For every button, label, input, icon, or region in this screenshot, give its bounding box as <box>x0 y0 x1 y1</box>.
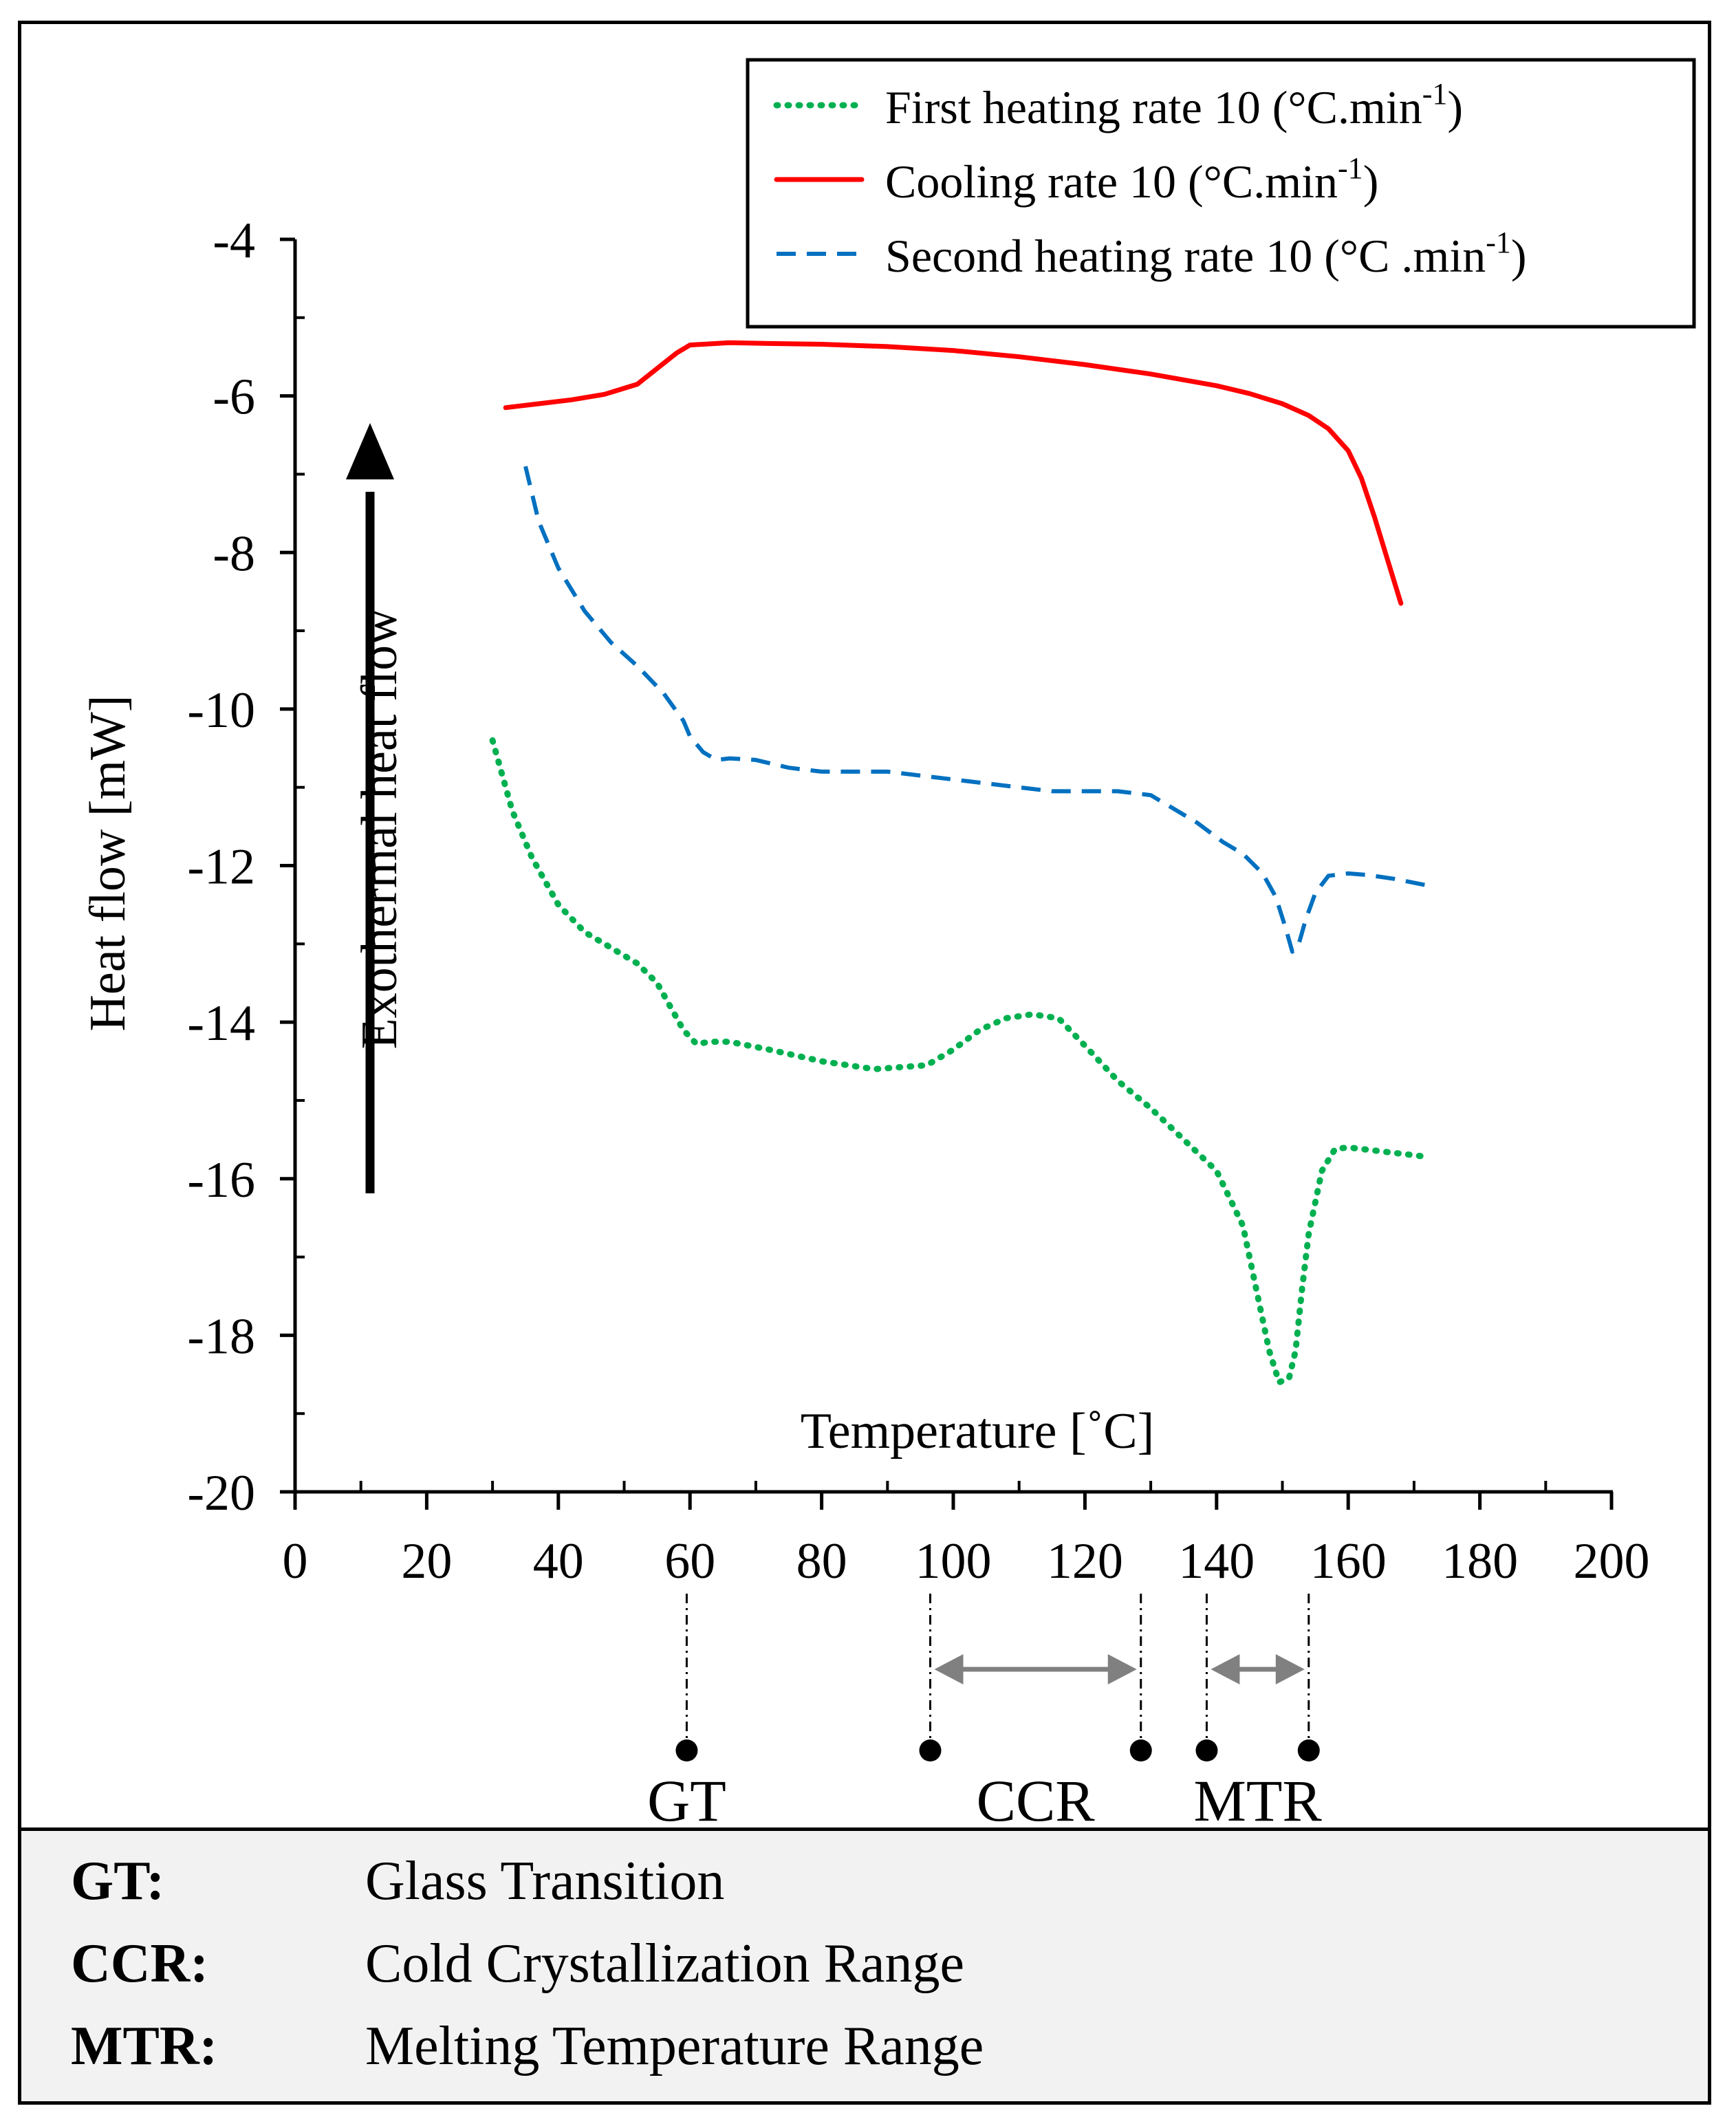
series-line-solid <box>503 340 1404 606</box>
exothermal-arrow-head <box>346 423 394 479</box>
y-tick-label: -20 <box>187 1465 255 1521</box>
x-tick-label: 160 <box>1310 1533 1387 1590</box>
range-arrow-head-left <box>1211 1654 1240 1684</box>
marker-dot <box>1297 1739 1320 1761</box>
x-tick-label: 0 <box>283 1533 308 1590</box>
legend: First heating rate 10 (°C.min-1) Cooling … <box>746 58 1696 329</box>
x-tick-label: 100 <box>915 1533 992 1590</box>
glossary-abbr: MTR: <box>71 2016 218 2076</box>
marker-dot <box>1195 1739 1218 1761</box>
x-tick-label: 40 <box>533 1533 584 1590</box>
legend-label: First heating rate 10 (°C.min-1) <box>885 77 1463 133</box>
axes <box>293 239 1613 1494</box>
y-tick-label: -12 <box>187 839 255 896</box>
x-ticks: 0 20 40 60 80 100 120 140 160 180 200 <box>283 1481 1650 1590</box>
glossary-abbr: CCR: <box>71 1933 208 1994</box>
series-line-dashed <box>523 466 1435 954</box>
x-tick-label: 60 <box>664 1533 715 1590</box>
x-tick-label: 200 <box>1574 1533 1650 1590</box>
dsc-chart: -4 -6 -8 -10 -12 -14 -16 -18 -20 0 20 40 60 80 100 120… <box>80 58 1696 1826</box>
y-axis-label: Heat flow [mW] <box>80 695 136 1031</box>
exothermal-arrow: Exothermal heat flow <box>346 423 408 1193</box>
y-tick-label: -8 <box>213 525 255 582</box>
x-tick-label: 120 <box>1047 1533 1123 1590</box>
y-ticks: -4 -6 -8 -10 -12 -14 -16 -18 -20 <box>187 213 305 1521</box>
x-axis-label: Temperature [˚C] <box>801 1403 1155 1460</box>
series <box>489 340 1435 1386</box>
x-tick-label: 80 <box>796 1533 847 1590</box>
y-tick-label: -16 <box>187 1152 255 1208</box>
figure-frame: -4 -6 -8 -10 -12 -14 -16 -18 -20 0 20 40 60 80 100 120… <box>18 21 1711 2105</box>
marker-dot <box>919 1739 942 1761</box>
glossary-definition: Cold Crystallization Range <box>365 1933 964 1994</box>
range-arrow-head-right <box>1107 1654 1137 1684</box>
y-tick-label: -10 <box>187 682 255 739</box>
marker-label: MTR <box>1193 1768 1322 1826</box>
range-markers: GT CCR MTR <box>647 1594 1322 1826</box>
y-tick-label: -14 <box>187 995 255 1052</box>
glossary-definition: Melting Temperature Range <box>365 2016 984 2076</box>
legend-label: Cooling rate 10 (°C.min-1) <box>885 151 1378 208</box>
exothermal-arrow-label: Exothermal heat flow <box>351 608 408 1050</box>
marker-dot <box>675 1739 698 1761</box>
y-tick-label: -6 <box>213 369 255 426</box>
y-tick-label: -4 <box>213 213 255 269</box>
glossary-definition: Glass Transition <box>365 1851 725 1911</box>
series-line-dotted <box>489 737 1431 1386</box>
marker-dot <box>1129 1739 1152 1761</box>
x-tick-label: 180 <box>1442 1533 1518 1590</box>
y-tick-label: -18 <box>187 1308 255 1365</box>
range-arrow-head-left <box>934 1654 964 1684</box>
legend-label: Second heating rate 10 (°C .min-1) <box>885 226 1527 282</box>
marker-label: CCR <box>977 1768 1096 1826</box>
x-tick-label: 140 <box>1178 1533 1255 1590</box>
x-tick-label: 20 <box>401 1533 452 1590</box>
glossary-panel: GT: Glass Transition CCR: Cold Crystalli… <box>21 1827 1708 2101</box>
glossary-abbr: GT: <box>71 1851 165 1911</box>
legend-box <box>746 58 1696 329</box>
range-arrow-head-right <box>1275 1654 1305 1684</box>
marker-label: GT <box>647 1768 726 1826</box>
